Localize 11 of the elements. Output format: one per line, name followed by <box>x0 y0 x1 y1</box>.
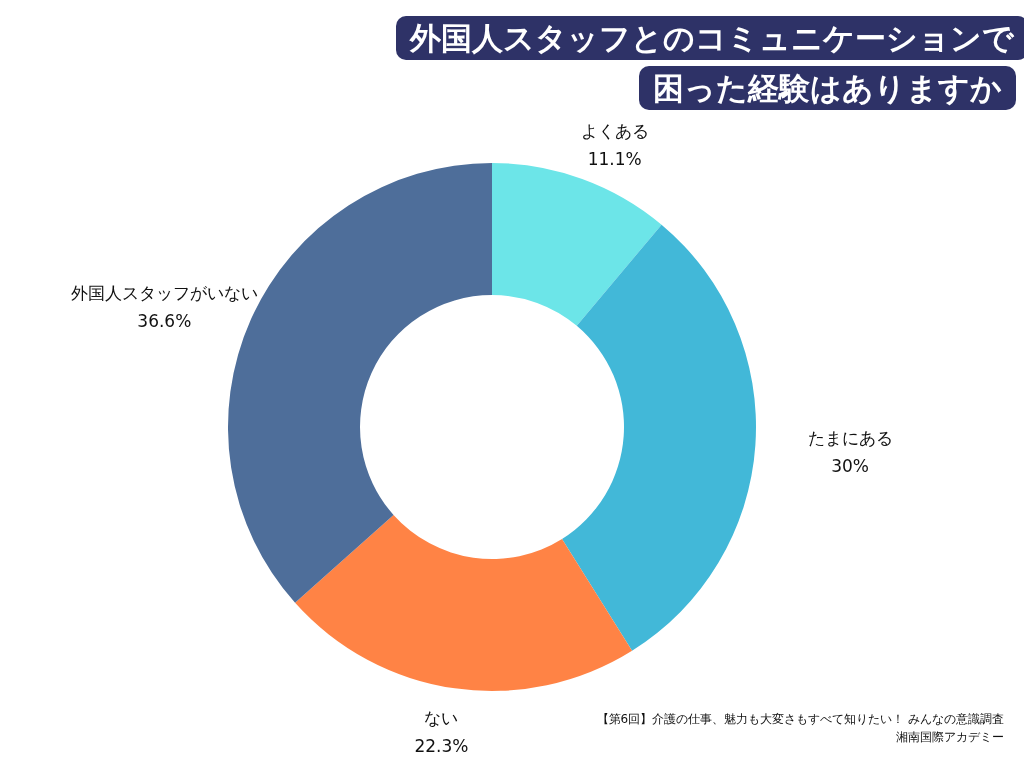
data-label: 30% <box>831 455 870 476</box>
text: 【第6回】介護の仕事、魅力も大変さもすべて知りたい！ みんなの意識調査 <box>596 711 1004 728</box>
slice-label: よくある <box>580 121 649 142</box>
slice-label: ない <box>424 707 459 728</box>
text: 湘南国際アカデミー <box>895 729 1004 746</box>
slice-label: たまにある <box>807 427 893 448</box>
chart-title: 外国人スタッフとのコミュニケーションで困った経験はありますか <box>396 16 1024 110</box>
data-label: 36.6% <box>137 310 192 331</box>
data-label: 22.3% <box>414 735 469 756</box>
data-label: 11.1% <box>587 149 642 170</box>
slice-label: 外国人スタッフがいない <box>70 282 258 303</box>
